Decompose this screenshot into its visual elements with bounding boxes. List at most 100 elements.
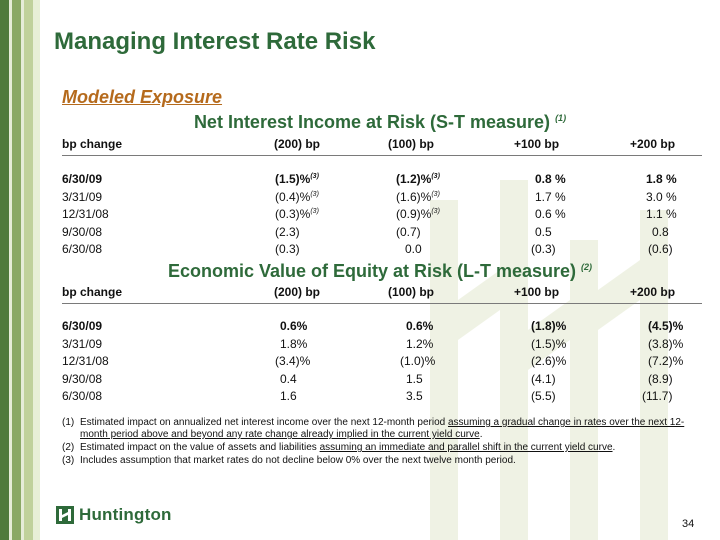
column-header: (100) bp: [388, 285, 435, 299]
footnote-text: Estimated impact on annualized net inter…: [80, 417, 448, 428]
column-header: +200 bp: [630, 137, 676, 151]
cell-note: (3): [431, 173, 440, 180]
footnote-underlined-text: assuming a gradual change in rates over …: [80, 417, 685, 440]
cell: (11.7): [642, 389, 673, 403]
table-row: 3/31/09 (0.4)%(3) (1.6)%(3) 1.7 % 3.0 %: [62, 190, 702, 208]
footnotes: (1) Estimated impact on annualized net i…: [62, 417, 712, 468]
cell-value: (1.6)%: [396, 190, 432, 204]
cell: (1.5)%: [531, 337, 567, 351]
table-row: 6/30/08 (0.3) 0.0 (0.3) (0.6): [62, 242, 702, 260]
cell-note: (3): [431, 208, 440, 215]
cell: 3.5: [406, 389, 423, 403]
cell: (7.2)%: [648, 354, 684, 368]
cell: (0.7): [396, 225, 421, 239]
cell: 1.8 %: [646, 172, 677, 186]
background-logo-watermark: [430, 180, 668, 540]
footnote-number: (1): [62, 417, 75, 428]
column-header: +200 bp: [630, 285, 676, 299]
cell: 0.6 %: [535, 207, 566, 221]
column-header: (200) bp: [274, 285, 321, 299]
left-brand-stripes: [0, 0, 40, 540]
eve-heading: Economic Value of Equity at Risk (L-T me…: [40, 261, 720, 282]
table-row: 12/31/08 (0.3)%(3) (0.9)%(3) 0.6 % 1.1 %: [62, 207, 702, 225]
footnote-text: Includes assumption that market rates do…: [80, 455, 516, 466]
cell: (1.2)%(3): [396, 172, 440, 186]
cell: (0.6): [648, 242, 673, 256]
table-row: 12/31/08 (3.4)% (1.0)% (2.6)% (7.2)%: [62, 354, 702, 372]
footnote-number: (3): [62, 455, 75, 466]
nii-header-row: bp change (200) bp (100) bp +100 bp +200…: [62, 137, 702, 155]
table-row: 6/30/08 1.6 3.5 (5.5) (11.7): [62, 389, 702, 407]
cell: 3.0 %: [646, 190, 677, 204]
cell-value: (0.9)%: [396, 207, 432, 221]
page-number: 34: [682, 518, 695, 530]
row-date: 9/30/08: [62, 372, 103, 386]
footnote-text-end: .: [612, 442, 616, 453]
eve-header-row: bp change (200) bp (100) bp +100 bp +200…: [62, 285, 702, 303]
cell-note: (3): [310, 208, 319, 215]
cell: 1.5: [406, 372, 423, 386]
cell-note: (3): [310, 191, 319, 198]
row-date: 6/30/09: [62, 319, 103, 333]
cell: (1.0)%: [400, 354, 436, 368]
footnote-number: (2): [62, 442, 75, 453]
row-date: 3/31/09: [62, 190, 103, 204]
cell-value: (0.3)%: [275, 207, 311, 221]
cell: (3.4)%: [275, 354, 311, 368]
table-row: 9/30/08 0.4 1.5 (4.1) (8.9): [62, 372, 702, 390]
cell: (0.3): [531, 242, 556, 256]
cell-value: (1.2)%: [396, 172, 432, 186]
cell: (1.5)%(3): [275, 172, 319, 186]
row-date: 6/30/08: [62, 389, 103, 403]
row-date: 9/30/08: [62, 225, 103, 239]
footnote-3: (3) Includes assumption that market rate…: [62, 455, 712, 467]
cell-value: (0.4)%: [275, 190, 311, 204]
cell: (8.9): [648, 372, 673, 386]
column-header: +100 bp: [514, 137, 560, 151]
cell: (0.9)%(3): [396, 207, 440, 221]
row-date: 6/30/09: [62, 172, 103, 186]
footnote-2: (2) Estimated impact on the value of ass…: [62, 442, 712, 454]
cell: (0.4)%(3): [275, 190, 319, 204]
cell: (4.1): [531, 372, 556, 386]
footnote-text-end: .: [479, 429, 483, 440]
row-date: 6/30/08: [62, 242, 103, 256]
footnote-text: Estimated impact on the value of assets …: [80, 442, 320, 453]
cell: (3.8)%: [648, 337, 684, 351]
cell: 0.5: [535, 225, 552, 239]
page-title: Managing Interest Rate Risk: [54, 28, 376, 55]
huntington-logo: Huntington: [56, 505, 172, 525]
cell: 0.0: [405, 242, 422, 256]
cell: (5.5): [531, 389, 556, 403]
cell-note: (3): [431, 191, 440, 198]
cell: 0.6%: [406, 319, 434, 333]
cell: 1.7 %: [535, 190, 566, 204]
eve-heading-note: (2): [581, 262, 593, 272]
cell: (2.6)%: [531, 354, 567, 368]
cell: (0.3): [275, 242, 300, 256]
cell: 0.8 %: [535, 172, 566, 186]
cell: 1.6: [280, 389, 297, 403]
eve-heading-text: Economic Value of Equity at Risk (L-T me…: [167, 261, 577, 281]
cell: 0.4: [280, 372, 297, 386]
cell: 1.8%: [280, 337, 308, 351]
table-row: 3/31/09 1.8% 1.2% (1.5)% (3.8)%: [62, 337, 702, 355]
cell-note: (3): [310, 173, 319, 180]
huntington-h-icon: [56, 506, 74, 524]
cell: (0.3)%(3): [275, 207, 319, 221]
nii-heading-note: (1): [555, 113, 567, 123]
column-header: (100) bp: [388, 137, 435, 151]
table-row: 6/30/09 (1.5)%(3) (1.2)%(3) 0.8 % 1.8 %: [62, 172, 702, 190]
table-row: 9/30/08 (2.3) (0.7) 0.5 0.8: [62, 225, 702, 243]
cell: (1.8)%: [531, 319, 567, 333]
column-header: bp change: [62, 285, 123, 299]
header-divider: [62, 303, 702, 304]
footnote-underlined-text: assuming an immediate and parallel shift…: [319, 442, 613, 453]
cell: 0.6%: [280, 319, 308, 333]
column-header: (200) bp: [274, 137, 321, 151]
cell: 0.8: [652, 225, 669, 239]
nii-heading: Net Interest Income at Risk (S-T measure…: [40, 112, 720, 133]
row-date: 3/31/09: [62, 337, 103, 351]
column-header: +100 bp: [514, 285, 560, 299]
table-row: 6/30/09 0.6% 0.6% (1.8)% (4.5)%: [62, 319, 702, 337]
